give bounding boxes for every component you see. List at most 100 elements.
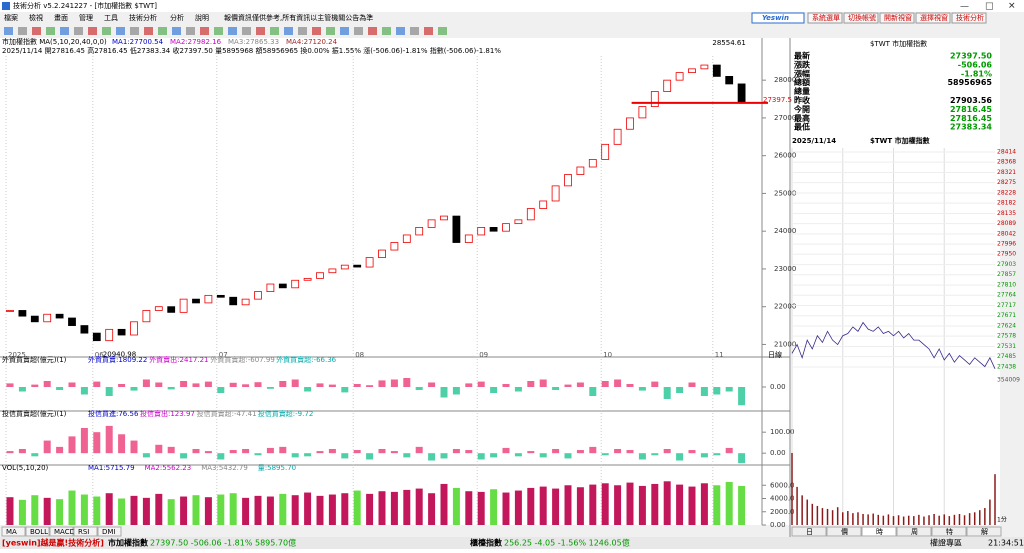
side-tab[interactable] [931, 526, 967, 537]
menu-button-label[interactable]: 選擇視窗 [920, 13, 948, 22]
chart-tab[interactable] [49, 526, 74, 537]
tool-icon[interactable] [256, 27, 265, 35]
side-tab-label[interactable]: 解 [981, 527, 988, 536]
tool-icon[interactable] [340, 27, 349, 35]
chart-tab-label[interactable]: BOLL [30, 528, 48, 536]
tool-icon[interactable] [312, 27, 321, 35]
menu-button-label[interactable]: 開新視窗 [884, 13, 912, 22]
bar [353, 384, 361, 387]
menu-button-label[interactable]: 切換帳號 [848, 13, 876, 22]
tool-icon[interactable] [172, 27, 181, 35]
tool-icon[interactable] [102, 27, 111, 35]
tool-icon[interactable] [130, 27, 139, 35]
bar [700, 387, 708, 396]
menu-item[interactable]: 檔案 [4, 13, 18, 22]
menu-button[interactable] [879, 12, 915, 24]
side-tab-label[interactable]: 周 [911, 528, 918, 536]
menu-button[interactable] [915, 12, 951, 24]
tool-icon[interactable] [214, 27, 223, 35]
bar [378, 380, 386, 387]
bar [6, 383, 14, 387]
chart-tab[interactable] [1, 526, 26, 537]
panel-legend: 投信買賣超:-47.41 [197, 409, 257, 418]
chart-tab-label[interactable]: RSI [78, 528, 89, 536]
tool-icon[interactable] [396, 27, 405, 35]
side-tab-label[interactable]: 價 [841, 527, 848, 536]
tool-icon[interactable] [74, 27, 83, 35]
candle [80, 325, 89, 334]
tool-icon[interactable] [424, 27, 433, 35]
side-tab[interactable] [791, 526, 827, 537]
bar [254, 382, 262, 387]
tool-icon[interactable] [18, 27, 27, 35]
chart-tab-label[interactable]: MACD [54, 528, 75, 536]
chart-tab[interactable] [97, 526, 122, 537]
tool-icon[interactable] [116, 27, 125, 35]
tool-icon[interactable] [228, 27, 237, 35]
tool-icon[interactable] [270, 27, 279, 35]
side-tab-label[interactable]: 特 [946, 527, 953, 536]
bar [452, 387, 460, 395]
side-tab[interactable] [826, 526, 862, 537]
bar [415, 446, 423, 454]
tool-icon[interactable] [242, 27, 251, 35]
bar [242, 497, 250, 525]
bar [490, 453, 498, 458]
menu-item[interactable]: 畫面 [54, 13, 68, 22]
side-tab[interactable] [966, 526, 1002, 537]
side-tab-label[interactable]: 時 [876, 528, 883, 536]
tool-icon[interactable] [46, 27, 55, 35]
menu-item[interactable]: 管理 [79, 13, 93, 22]
tool-icon[interactable] [186, 27, 195, 35]
candle [18, 310, 27, 317]
y-tick-label: 26000 [774, 152, 796, 160]
tool-icon[interactable] [284, 27, 293, 35]
tool-icon[interactable] [368, 27, 377, 35]
tool-icon[interactable] [438, 27, 447, 35]
menu-button-label[interactable]: 技術分析 [956, 13, 984, 22]
tool-icon[interactable] [88, 27, 97, 35]
candle [700, 64, 709, 70]
bar [304, 453, 312, 457]
candle [576, 166, 585, 175]
tool-icon[interactable] [158, 27, 167, 35]
menu-item[interactable]: 技術分析 [129, 13, 157, 22]
tool-icon[interactable] [410, 27, 419, 35]
bar [626, 450, 634, 454]
tool-icon[interactable] [4, 27, 13, 35]
tool-icon[interactable] [32, 27, 41, 35]
menu-button-label[interactable]: 系統選單 [812, 13, 840, 22]
quote-label: 漲跌 [794, 59, 811, 69]
tool-icon[interactable] [298, 27, 307, 35]
chart-tab[interactable] [73, 526, 98, 537]
tool-icon[interactable] [200, 27, 209, 35]
bar [68, 436, 76, 454]
menu-button[interactable] [843, 12, 879, 24]
candle [30, 315, 39, 323]
bar [31, 384, 39, 387]
tool-icon[interactable] [382, 27, 391, 35]
bar [514, 387, 522, 392]
menu-item[interactable]: 檢視 [29, 13, 43, 22]
chart-tab[interactable] [25, 526, 50, 537]
chart-tab-label[interactable]: MA [6, 528, 17, 536]
menu-button[interactable] [807, 12, 843, 24]
menu-button[interactable] [951, 12, 987, 24]
side-tab[interactable] [861, 526, 897, 537]
bar [105, 425, 113, 454]
bar [552, 387, 560, 390]
bar [676, 484, 684, 525]
tool-icon[interactable] [326, 27, 335, 35]
tool-icon[interactable] [354, 27, 363, 35]
side-tab-label[interactable]: 日 [806, 528, 813, 536]
quote-label: 最高 [794, 113, 810, 123]
panel-legend: MA1:5715.79 [88, 464, 135, 472]
menu-item[interactable]: 說明 [195, 13, 209, 22]
bar [378, 491, 386, 525]
chart-tab-label[interactable]: DMI [102, 528, 116, 536]
tool-icon[interactable] [144, 27, 153, 35]
side-tab[interactable] [896, 526, 932, 537]
menu-item[interactable]: 分析 [170, 13, 184, 22]
tool-icon[interactable] [60, 27, 69, 35]
menu-item[interactable]: 工具 [104, 14, 118, 22]
